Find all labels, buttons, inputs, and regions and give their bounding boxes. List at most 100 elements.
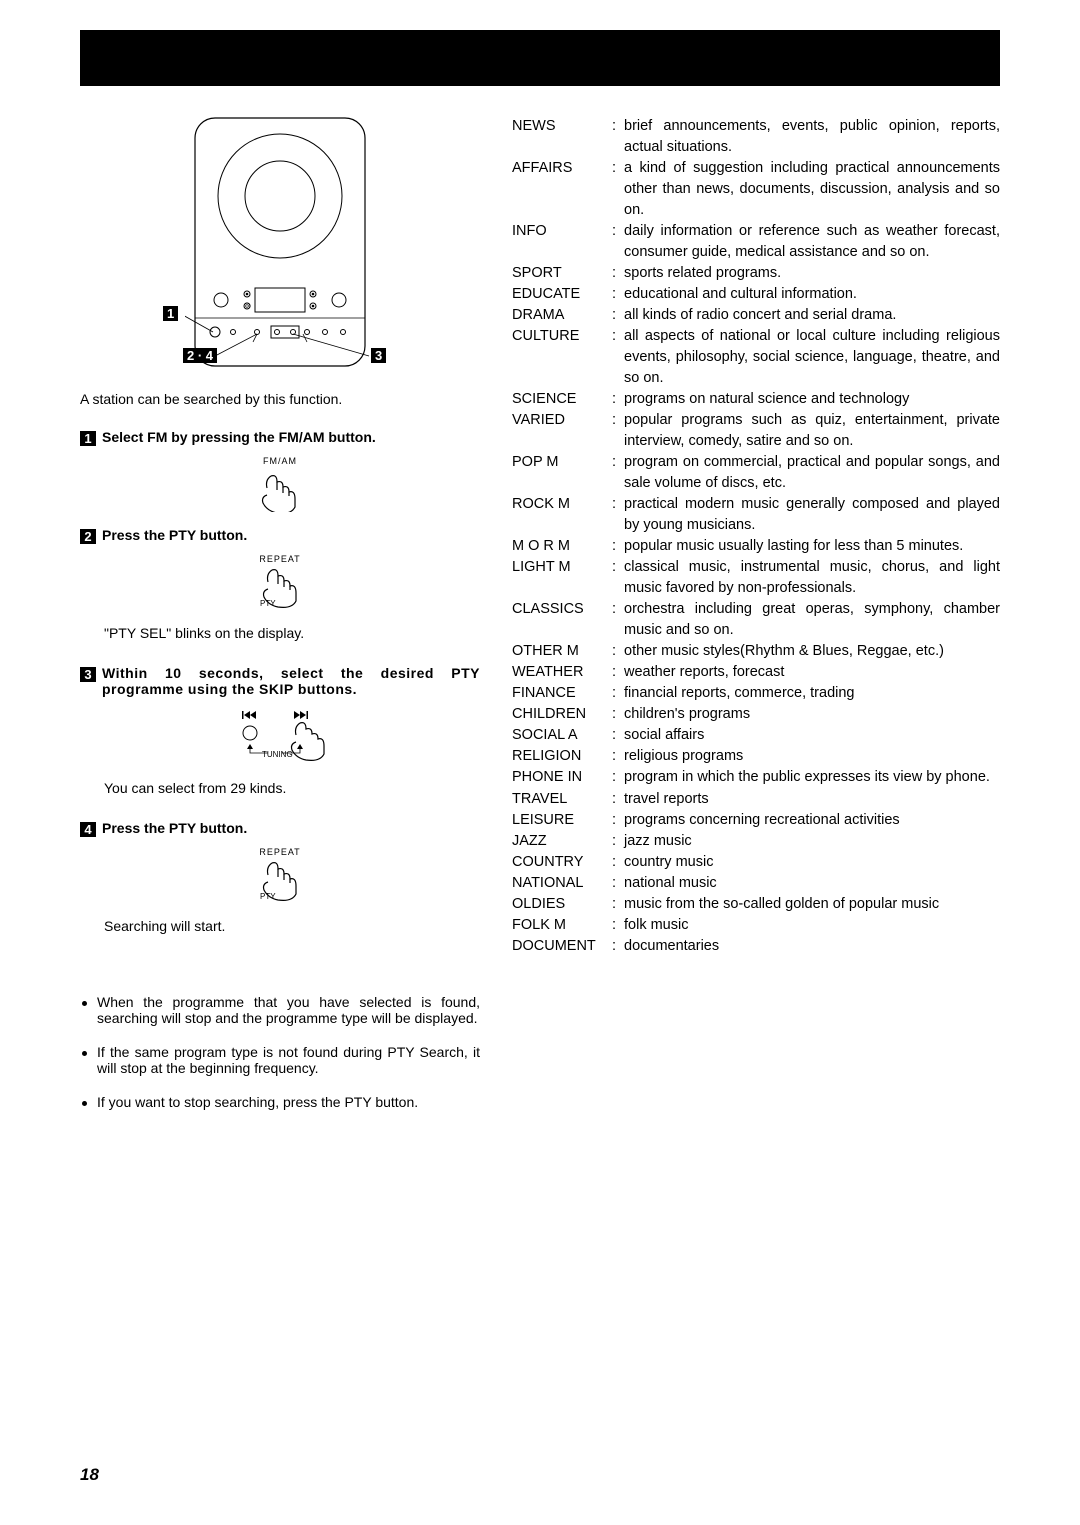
pty-desc: country music [624, 852, 1000, 873]
pty-term: VARIED [512, 410, 612, 452]
pty-desc: all aspects of national or local culture… [624, 326, 1000, 389]
pty-term: ROCK M [512, 494, 612, 536]
pty-colon: : [612, 158, 624, 221]
fig-label: REPEAT [80, 554, 480, 564]
pty-term: FINANCE [512, 683, 612, 704]
figure-pty-2: REPEAT PTY [80, 847, 480, 908]
pty-row: NEWS:brief announcements, events, public… [512, 116, 1000, 158]
pty-term: POP M [512, 452, 612, 494]
pty-colon: : [612, 831, 624, 852]
pty-desc: weather reports, forecast [624, 662, 1000, 683]
pty-row: COUNTRY:country music [512, 852, 1000, 873]
callout-3: 3 [371, 348, 386, 363]
press-hand-icon: PTY [250, 859, 310, 903]
figure-pty-1: REPEAT PTY [80, 554, 480, 615]
svg-text:PTY: PTY [260, 892, 276, 901]
pty-row: SOCIAL A:social affairs [512, 725, 1000, 746]
pty-term: JAZZ [512, 831, 612, 852]
pty-desc: classical music, instrumental music, cho… [624, 557, 1000, 599]
fig-label: REPEAT [80, 847, 480, 857]
figure-fmam: FM/AM [80, 456, 480, 517]
pty-desc: all kinds of radio concert and serial dr… [624, 305, 1000, 326]
pty-row: EDUCATE:educational and cultural informa… [512, 284, 1000, 305]
pty-term: NATIONAL [512, 873, 612, 894]
pty-desc: a kind of suggestion including practical… [624, 158, 1000, 221]
pty-colon: : [612, 641, 624, 662]
step-number: 2 [80, 529, 96, 544]
pty-desc: sports related programs. [624, 263, 1000, 284]
bullet-dot-icon [82, 1101, 87, 1106]
pty-colon: : [612, 326, 624, 389]
pty-term: TRAVEL [512, 789, 612, 810]
figure-tuning: TUNING [80, 707, 480, 770]
svg-text:TUNING: TUNING [262, 750, 293, 759]
pty-row: PHONE IN:program in which the public exp… [512, 767, 1000, 788]
pty-desc: programs on natural science and technolo… [624, 389, 1000, 410]
pty-desc: folk music [624, 915, 1000, 936]
pty-term: PHONE IN [512, 767, 612, 788]
pty-desc: popular programs such as quiz, entertain… [624, 410, 1000, 452]
bullet-text: When the programme that you have selecte… [97, 994, 480, 1026]
pty-desc: jazz music [624, 831, 1000, 852]
bullet: If the same program type is not found du… [80, 1044, 480, 1076]
step-note: Searching will start. [104, 918, 480, 934]
pty-row: OLDIES:music from the so-called golden o… [512, 894, 1000, 915]
pty-desc: educational and cultural information. [624, 284, 1000, 305]
callout-2-4: 2 · 4 [183, 348, 217, 363]
page-number: 18 [80, 1465, 99, 1485]
bullet-text: If you want to stop searching, press the… [97, 1094, 418, 1110]
pty-row: LIGHT M:classical music, instrumental mu… [512, 557, 1000, 599]
pty-term: DOCUMENT [512, 936, 612, 957]
pty-term: CULTURE [512, 326, 612, 389]
pty-desc: practical modern music generally compose… [624, 494, 1000, 536]
page: 1 2 · 4 3 A station can be searched by t… [0, 0, 1080, 1525]
pty-colon: : [612, 662, 624, 683]
pty-row: FOLK M:folk music [512, 915, 1000, 936]
pty-colon: : [612, 746, 624, 767]
pty-row: SPORT:sports related programs. [512, 263, 1000, 284]
step-1: 1 Select FM by pressing the FM/AM button… [80, 429, 480, 446]
step-title: Select FM by pressing the FM/AM button. [102, 429, 480, 445]
pty-desc: documentaries [624, 936, 1000, 957]
pty-row: DOCUMENT:documentaries [512, 936, 1000, 957]
pty-desc: national music [624, 873, 1000, 894]
pty-row: SCIENCE:programs on natural science and … [512, 389, 1000, 410]
press-hand-icon [253, 468, 307, 512]
caption: A station can be searched by this functi… [80, 391, 480, 407]
step-2: 2 Press the PTY button. [80, 527, 480, 544]
pty-desc: popular music usually lasting for less t… [624, 536, 1000, 557]
pty-row: WEATHER:weather reports, forecast [512, 662, 1000, 683]
step-number: 1 [80, 431, 96, 446]
callout-1: 1 [163, 306, 178, 321]
step-title: Press the PTY button. [102, 820, 480, 836]
pty-colon: : [612, 789, 624, 810]
pty-colon: : [612, 263, 624, 284]
left-column: 1 2 · 4 3 A station can be searched by t… [80, 116, 480, 1128]
pty-desc: travel reports [624, 789, 1000, 810]
pty-colon: : [612, 683, 624, 704]
pty-row: CULTURE:all aspects of national or local… [512, 326, 1000, 389]
pty-colon: : [612, 873, 624, 894]
columns: 1 2 · 4 3 A station can be searched by t… [80, 116, 1000, 1128]
pty-term: INFO [512, 221, 612, 263]
pty-row: INFO:daily information or reference such… [512, 221, 1000, 263]
pty-row: RELIGION:religious programs [512, 746, 1000, 767]
pty-colon: : [612, 536, 624, 557]
pty-term: EDUCATE [512, 284, 612, 305]
pty-desc: program in which the public expresses it… [624, 767, 1000, 788]
pty-desc: brief announcements, events, public opin… [624, 116, 1000, 158]
pty-row: DRAMA:all kinds of radio concert and ser… [512, 305, 1000, 326]
pty-desc: program on commercial, practical and pop… [624, 452, 1000, 494]
pty-row: JAZZ:jazz music [512, 831, 1000, 852]
pty-desc: other music styles(Rhythm & Blues, Regga… [624, 641, 1000, 662]
pty-term: CHILDREN [512, 704, 612, 725]
pty-desc: financial reports, commerce, trading [624, 683, 1000, 704]
pty-desc: social affairs [624, 725, 1000, 746]
pty-row: M O R M:popular music usually lasting fo… [512, 536, 1000, 557]
step-number: 4 [80, 822, 96, 837]
pty-term: RELIGION [512, 746, 612, 767]
pty-term: SPORT [512, 263, 612, 284]
pty-term: OLDIES [512, 894, 612, 915]
skip-tuning-icon: TUNING [220, 707, 340, 765]
pty-colon: : [612, 116, 624, 158]
